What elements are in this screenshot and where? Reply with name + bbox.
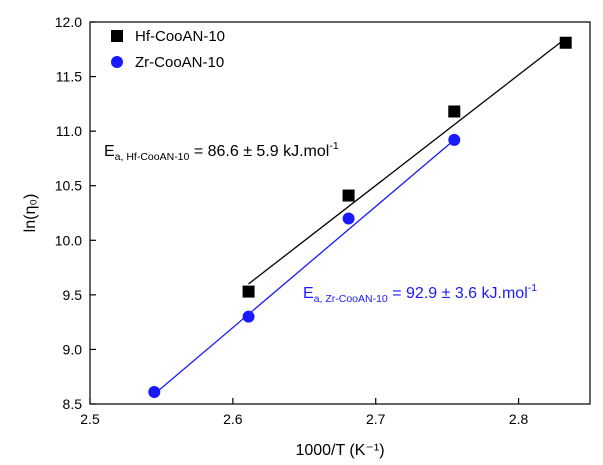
data-point-hf xyxy=(242,285,255,298)
y-tick-label: 8.5 xyxy=(63,396,83,412)
data-point-zr xyxy=(148,385,161,398)
data-point-zr xyxy=(342,212,355,225)
data-point-hf xyxy=(448,105,461,118)
y-axis-title: ln(η₀) xyxy=(22,194,39,233)
legend-label-zr: Zr-CooAN-10 xyxy=(135,54,224,71)
y-tick-label: 12.0 xyxy=(55,14,82,30)
y-tick-label: 10.5 xyxy=(55,178,82,194)
legend-marker-zr xyxy=(111,56,123,68)
x-tick-label: 2.6 xyxy=(223,411,243,427)
legend-marker-hf xyxy=(111,30,123,42)
legend: Hf-CooAN-10 Zr-CooAN-10 xyxy=(111,28,225,71)
fit-line-zr xyxy=(153,139,455,395)
x-axis-title: 1000/T (K⁻¹) xyxy=(295,442,384,459)
annotation-zr: Ea, Zr-CooAN-10 = 92.9 ± 3.6 kJ.mol-1 xyxy=(303,282,537,305)
annotation-hf: Ea, Hf-CooAN-10 = 86.6 ± 5.9 kJ.mol-1 xyxy=(104,140,339,163)
fit-line-hf xyxy=(248,37,567,285)
y-tick-label: 9.0 xyxy=(63,341,83,357)
x-tick-label: 2.7 xyxy=(366,411,386,427)
y-tick-label: 10.0 xyxy=(55,232,82,248)
plot-frame xyxy=(89,21,591,405)
x-tick-label: 2.5 xyxy=(80,411,100,427)
data-point-hf xyxy=(342,189,355,202)
legend-label-hf: Hf-CooAN-10 xyxy=(135,28,225,45)
y-tick-label: 11.5 xyxy=(56,69,82,85)
data-point-zr xyxy=(242,310,255,323)
y-tick-label: 11.0 xyxy=(56,123,82,139)
data-point-zr xyxy=(448,133,461,146)
y-tick-label: 9.5 xyxy=(63,287,83,303)
x-tick-label: 2.8 xyxy=(509,411,529,427)
data-point-hf xyxy=(559,36,572,49)
